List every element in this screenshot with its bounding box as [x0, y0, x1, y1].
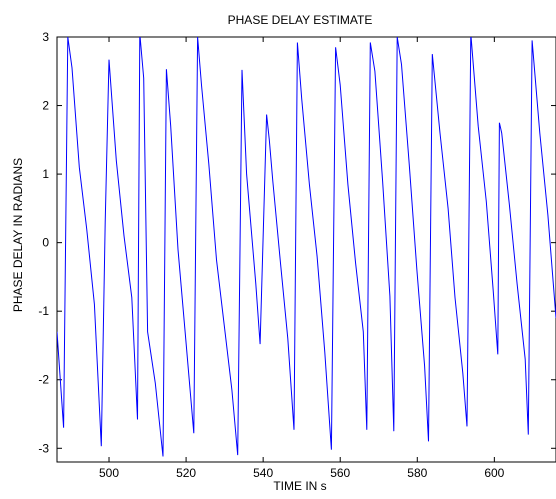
series-line	[57, 37, 556, 457]
chart-title: PHASE DELAY ESTIMATE	[228, 13, 373, 27]
x-axis-label: TIME IN s	[273, 479, 326, 493]
y-tick-label: 0	[42, 236, 49, 250]
x-tick-label: 520	[176, 466, 196, 480]
y-tick-label: -2	[38, 373, 49, 387]
x-tick-label: 540	[253, 466, 273, 480]
x-tick-label: 560	[330, 466, 350, 480]
x-tick-label: 500	[99, 466, 119, 480]
x-tick-label: 580	[407, 466, 427, 480]
y-tick-label: -3	[38, 441, 49, 455]
axis-ticks: 500 520 540 560 580 600 -3 -2 -1 0 1 2 3	[38, 30, 556, 480]
plot-area	[56, 36, 556, 463]
y-tick-label: 1	[42, 167, 49, 181]
series-layer	[57, 37, 556, 457]
y-tick-label: 2	[42, 99, 49, 113]
y-tick-label: -1	[38, 304, 49, 318]
y-axis-label: PHASE DELAY IN RADIANS	[11, 158, 25, 312]
x-tick-label: 600	[484, 466, 504, 480]
y-tick-label: 3	[42, 30, 49, 44]
